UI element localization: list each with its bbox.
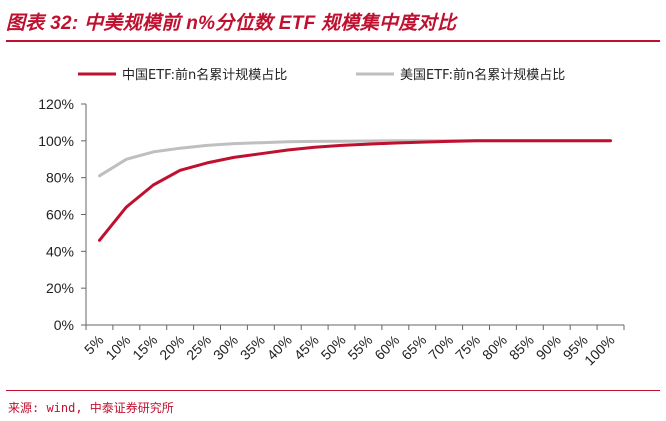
title-divider [6,40,660,42]
x-tick-label: 80% [479,332,510,363]
source-note: 来源: wind, 中泰证券研究所 [8,401,174,415]
x-axis: 5%10%15%20%25%30%35%40%45%50%55%60%65%70… [81,324,625,369]
y-tick-label: 80% [46,170,74,186]
y-tick-label: 20% [46,280,74,296]
x-tick-label: 85% [506,332,537,363]
x-tick-label: 20% [156,332,187,363]
x-tick-label: 5% [81,332,107,358]
y-tick-label: 120% [38,96,74,112]
x-tick-label: 100% [581,332,618,369]
series-line-1 [98,139,612,242]
y-tick-label: 0% [54,317,74,333]
x-tick-label: 50% [318,332,349,363]
x-tick-label: 75% [452,332,483,363]
legend-label-2: 美国ETF:前n名累计规模占比 [400,67,565,83]
line-chart: 中国ETF:前n名累计规模占比 美国ETF:前n名累计规模占比 0% 20% 40% 6… [38,67,625,369]
chart-title: 图表 32: 中美规模前 n%分位数 ETF 规模集中度对比 [6,13,457,34]
legend-label-1: 中国ETF:前n名累计规模占比 [122,67,287,83]
x-tick-label: 30% [210,332,241,363]
x-tick-label: 40% [264,332,295,363]
y-axis: 0% 20% 40% 60% 80% 100% 120% [38,96,87,333]
source-divider [6,390,660,391]
x-tick-label: 55% [344,332,375,363]
legend: 中国ETF:前n名累计规模占比 美国ETF:前n名累计规模占比 [78,67,565,83]
x-tick-label: 45% [291,332,322,363]
y-tick-label: 100% [38,133,74,149]
x-tick-label: 35% [237,332,268,363]
x-tick-label: 60% [371,332,402,363]
x-tick-label: 10% [102,332,133,363]
x-tick-label: 65% [398,332,429,363]
x-tick-label: 70% [425,332,456,363]
x-tick-label: 90% [533,332,564,363]
series-layer [98,139,612,242]
y-tick-label: 60% [46,207,74,223]
x-tick-label: 25% [183,332,214,363]
y-tick-label: 40% [46,243,74,259]
x-tick-label: 15% [129,332,160,363]
